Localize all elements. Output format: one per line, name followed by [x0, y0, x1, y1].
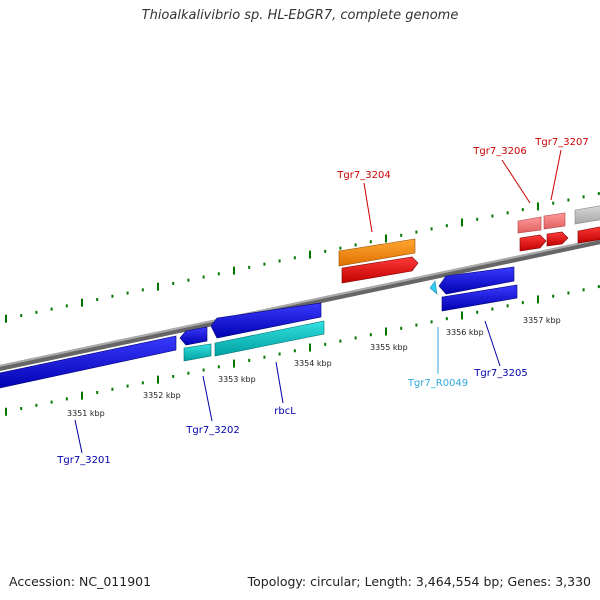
label-leaders: [74, 149, 562, 454]
gene-label[interactable]: Tgr7_3207: [534, 137, 588, 148]
cds-tgr7-3204: [338, 238, 416, 267]
gene-tgr7-3205[interactable]: [438, 266, 518, 312]
kbp-label: 3357 kbp: [523, 316, 561, 325]
cds-rbcl: [214, 320, 325, 357]
kbp-label: 3355 kbp: [370, 343, 408, 352]
gene-tgr7-3207[interactable]: [546, 231, 569, 247]
pseudo-tgr7-3206: [517, 212, 566, 234]
gene-rbcl[interactable]: [210, 302, 322, 339]
kbp-label: 3351 kbp: [67, 409, 105, 418]
tick-line-upper: [5, 192, 600, 323]
cds-tgr7-3202: [183, 343, 212, 362]
kbp-label: 3356 kbp: [446, 328, 484, 337]
gene-offscreen-right: [574, 205, 600, 244]
accession-text: Accession: NC_011901: [9, 574, 152, 589]
gene-label[interactable]: rbcL: [274, 406, 296, 417]
gene-label[interactable]: Tgr7_3202: [185, 425, 239, 436]
gene-tgr7-3201[interactable]: [0, 335, 177, 389]
gene-label[interactable]: Tgr7_R0049: [407, 378, 468, 389]
gene-tgr7-r0049[interactable]: [429, 280, 438, 295]
kbp-label: 3352 kbp: [143, 391, 181, 400]
gene-label[interactable]: Tgr7_3204: [336, 170, 390, 181]
gene-tgr7-3206[interactable]: [519, 234, 547, 252]
gene-tgr7-3204[interactable]: [341, 256, 419, 284]
kbp-label: 3353 kbp: [218, 375, 256, 384]
map-title: Thioalkalivibrio sp. HL-EbGR7, complete …: [141, 8, 459, 23]
gene-tgr7-3202[interactable]: [179, 326, 208, 346]
genome-backbone: [0, 238, 600, 371]
gene-label[interactable]: Tgr7_3206: [472, 146, 526, 157]
kbp-label: 3354 kbp: [294, 359, 332, 368]
gene-label[interactable]: Tgr7_3201: [56, 455, 110, 466]
gene-labels: Tgr7_3201 Tgr7_3202 rbcL Tgr7_3204 Tgr7_…: [56, 137, 588, 466]
topology-summary: Topology: circular; Length: 3,464,554 bp…: [247, 574, 591, 589]
gene-label[interactable]: Tgr7_3205: [473, 368, 527, 379]
tick-line-lower: [5, 285, 600, 416]
kbp-labels: 3351 kbp 3352 kbp 3353 kbp 3354 kbp 3355…: [67, 316, 561, 418]
